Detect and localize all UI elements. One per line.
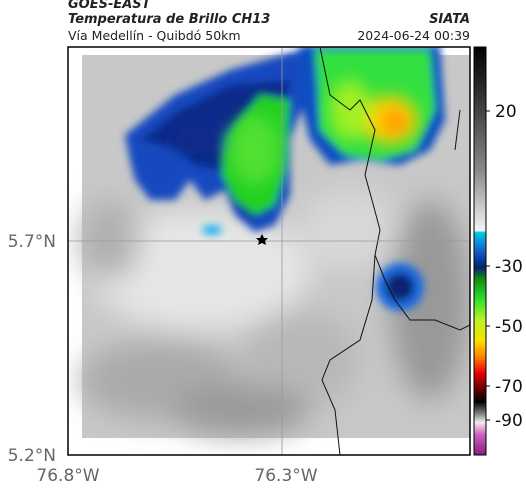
colorbar-tick-label: -30 — [495, 257, 523, 277]
lat-label: 5.2°N — [8, 446, 56, 466]
colorbar-tick-label: -50 — [495, 317, 523, 337]
title: GOES-EAST — [68, 0, 152, 12]
location-marker — [256, 234, 268, 245]
colorbar-tick-label: -90 — [495, 411, 523, 431]
lon-label: 76.3°W — [254, 466, 317, 486]
lat-label: 5.7°N — [8, 232, 56, 252]
lon-label: 76.8°W — [36, 466, 99, 486]
timestamp: 2024-06-24 00:39 — [357, 28, 470, 43]
subtitle: Temperatura de Brillo CH13 — [68, 12, 270, 27]
map-frame — [67, 46, 471, 456]
colorbar-tick-label: -70 — [495, 377, 523, 397]
colorbar — [473, 46, 487, 456]
route: Vía Medellín - Quibdó 50km — [68, 28, 241, 43]
colorbar-tick-label: 20 — [495, 102, 517, 122]
borders — [319, 47, 470, 455]
satellite-image — [68, 47, 470, 455]
colorbar-ticks: 20 -30 -50 -70 -90 — [486, 102, 523, 431]
source: SIATA — [429, 12, 470, 27]
